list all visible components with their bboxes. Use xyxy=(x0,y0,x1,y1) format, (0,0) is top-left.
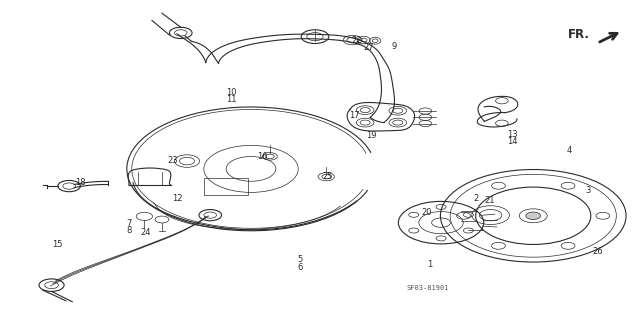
Text: 27: 27 xyxy=(364,43,374,52)
Text: 18: 18 xyxy=(75,177,86,187)
Text: 21: 21 xyxy=(484,196,495,205)
Text: 2: 2 xyxy=(473,194,478,203)
Text: 6: 6 xyxy=(297,263,303,272)
Text: 1: 1 xyxy=(427,260,433,269)
Text: 11: 11 xyxy=(226,95,236,104)
Text: 25: 25 xyxy=(323,172,333,181)
Text: FR.: FR. xyxy=(568,28,589,41)
Text: 14: 14 xyxy=(507,137,517,146)
Text: 17: 17 xyxy=(349,111,360,120)
Text: 8: 8 xyxy=(126,226,131,235)
Text: 3: 3 xyxy=(586,186,591,195)
Text: 19: 19 xyxy=(366,130,377,140)
Text: 26: 26 xyxy=(592,247,602,256)
Text: 7: 7 xyxy=(126,219,131,228)
Text: 9: 9 xyxy=(392,42,397,51)
Text: 24: 24 xyxy=(140,227,151,236)
Bar xyxy=(204,178,248,196)
Text: 20: 20 xyxy=(421,208,432,217)
Text: 10: 10 xyxy=(226,88,236,97)
Text: 5: 5 xyxy=(298,255,303,264)
Text: SF03-81901: SF03-81901 xyxy=(406,285,449,291)
Circle shape xyxy=(526,212,541,219)
Text: 13: 13 xyxy=(507,130,517,139)
Text: 15: 15 xyxy=(52,240,63,249)
Text: 16: 16 xyxy=(257,152,268,161)
Text: 4: 4 xyxy=(567,145,572,155)
Text: 12: 12 xyxy=(172,194,182,203)
Text: 22: 22 xyxy=(351,36,362,45)
Text: 23: 23 xyxy=(167,156,178,165)
